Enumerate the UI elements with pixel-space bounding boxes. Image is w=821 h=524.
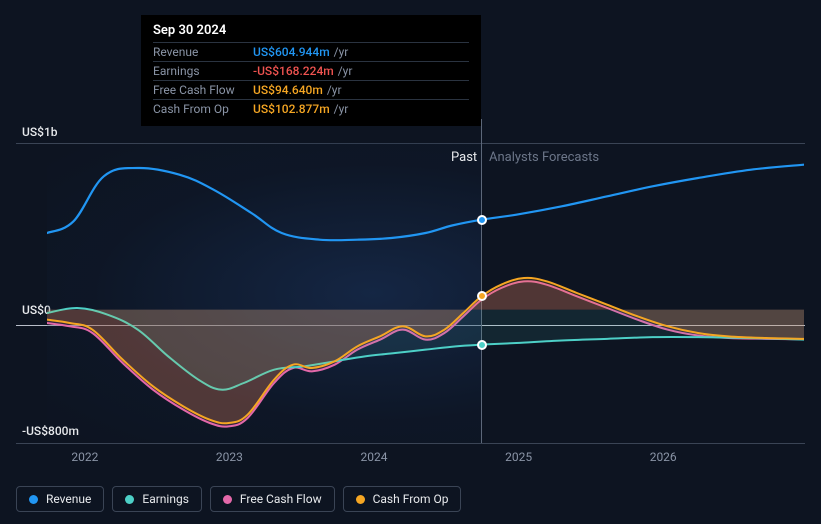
series-marker-revenue — [477, 215, 487, 225]
x-axis-label: 2026 — [650, 450, 677, 464]
legend-dot — [29, 495, 38, 504]
legend-label: Earnings — [142, 492, 189, 506]
tooltip-rows: RevenueUS$604.944m/yrEarnings-US$168.224… — [153, 42, 469, 118]
series-marker-cfo — [477, 291, 487, 301]
x-axis-label: 2022 — [71, 450, 98, 464]
tooltip-row: RevenueUS$604.944m/yr — [153, 42, 469, 61]
legend-item[interactable]: Revenue — [16, 486, 104, 512]
tooltip-metric-value: -US$168.224m — [253, 64, 334, 78]
tooltip-row: Cash From OpUS$102.877m/yr — [153, 99, 469, 118]
legend-dot — [223, 495, 232, 504]
x-axis-labels: 2022 2023 2024 2025 2026 — [47, 450, 805, 470]
tooltip-date: Sep 30 2024 — [153, 23, 469, 42]
x-axis-label: 2024 — [361, 450, 388, 464]
tooltip-metric-unit: /yr — [338, 64, 353, 78]
tooltip-metric-value: US$102.877m — [253, 102, 330, 116]
series-marker-earnings — [477, 340, 487, 350]
tooltip-metric-label: Revenue — [153, 45, 253, 59]
legend-dot — [125, 495, 134, 504]
legend-label: Cash From Op — [373, 492, 449, 506]
legend-label: Revenue — [46, 492, 91, 506]
tooltip-row: Earnings-US$168.224m/yr — [153, 61, 469, 80]
legend-dot — [356, 495, 365, 504]
tooltip-metric-unit: /yr — [327, 83, 342, 97]
tooltip-metric-unit: /yr — [334, 45, 349, 59]
legend-item[interactable]: Cash From Op — [343, 486, 462, 512]
chart-tooltip: Sep 30 2024 RevenueUS$604.944m/yrEarning… — [141, 15, 481, 126]
x-axis-label: 2025 — [505, 450, 532, 464]
legend-label: Free Cash Flow — [240, 492, 322, 506]
tooltip-metric-value: US$604.944m — [253, 45, 330, 59]
chart-plot[interactable] — [47, 143, 804, 443]
tooltip-metric-label: Free Cash Flow — [153, 83, 253, 97]
y-axis-label: US$1b — [22, 125, 58, 139]
x-axis-label: 2023 — [216, 450, 243, 464]
gridline-bottom — [16, 443, 805, 444]
tooltip-metric-label: Earnings — [153, 64, 253, 78]
tooltip-metric-label: Cash From Op — [153, 102, 253, 116]
series-line-revenue — [47, 165, 804, 241]
chart-legend: Revenue Earnings Free Cash Flow Cash From O… — [16, 486, 461, 512]
legend-item[interactable]: Free Cash Flow — [210, 486, 335, 512]
tooltip-metric-value: US$94.640m — [253, 83, 323, 97]
tooltip-row: Free Cash FlowUS$94.640m/yr — [153, 80, 469, 99]
tooltip-metric-unit: /yr — [334, 102, 349, 116]
legend-item[interactable]: Earnings — [112, 486, 202, 512]
